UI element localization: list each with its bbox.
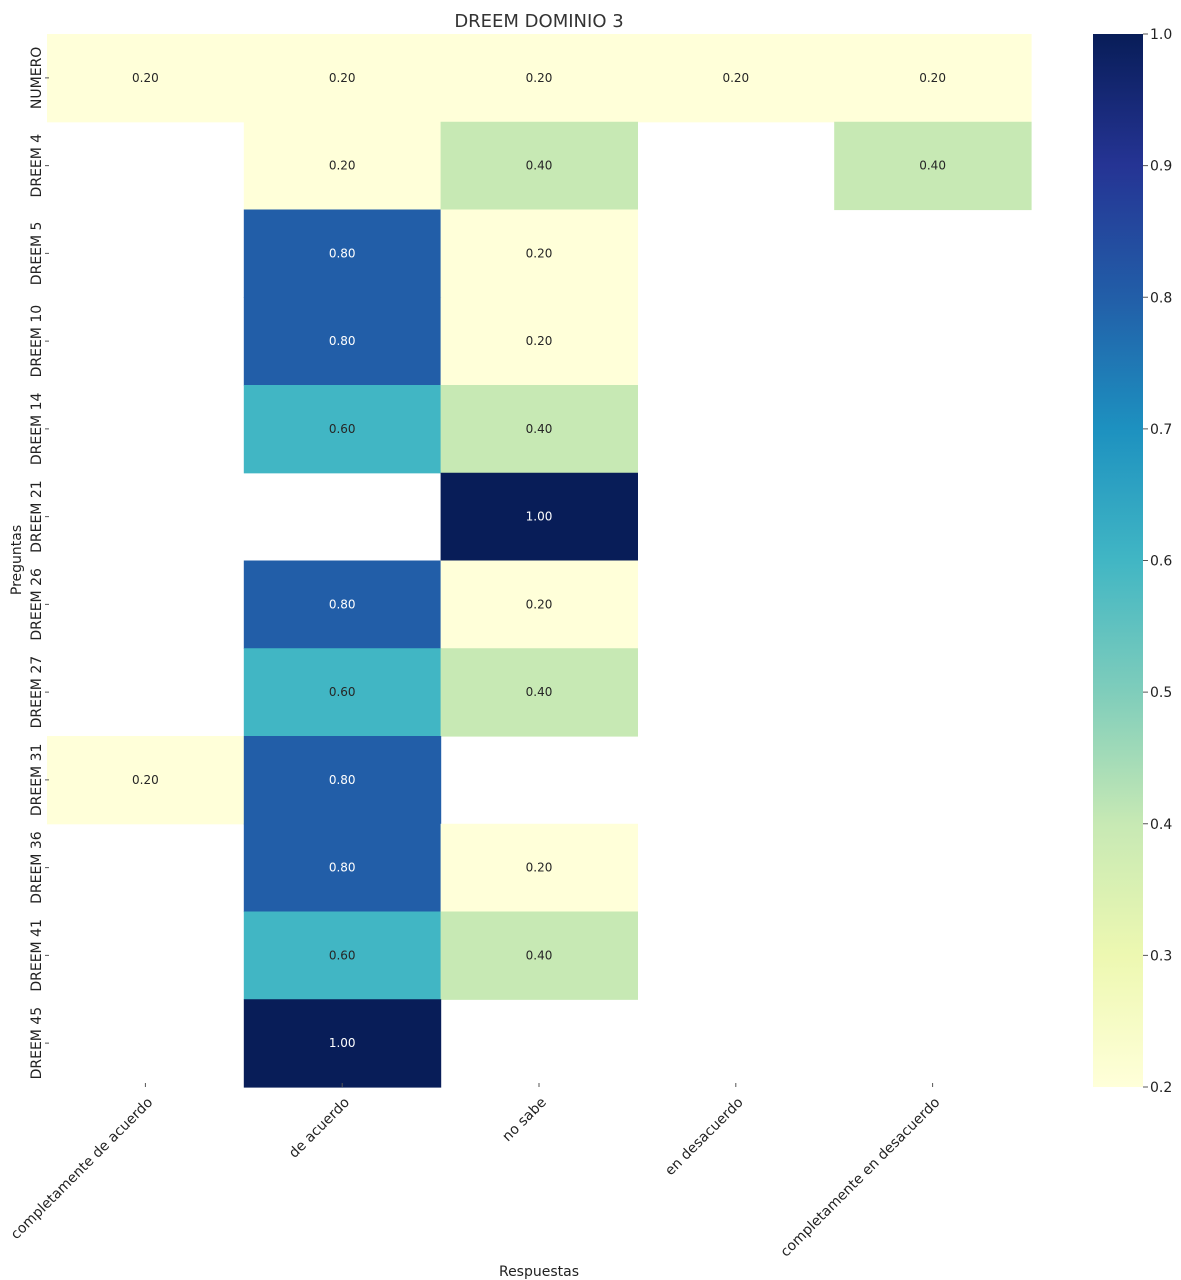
cell-value-label: 0.60 xyxy=(329,948,356,962)
cell-value-label: 0.40 xyxy=(919,159,946,173)
cell-value-label: 0.20 xyxy=(329,159,356,173)
cell-value-label: 0.20 xyxy=(919,71,946,85)
colorbar xyxy=(1093,34,1143,1087)
cell-value-label: 0.80 xyxy=(329,861,356,875)
cell-value-label: 0.20 xyxy=(722,71,749,85)
y-tick-label: DREEM 14 xyxy=(29,393,45,466)
cell-value-label: 0.20 xyxy=(526,246,553,260)
y-tick-label: DREEM 36 xyxy=(29,831,45,904)
colorbar-ticks: 0.2 0.3 0.4 0.5 0.6 0.7 0.8 0.9 1.0 xyxy=(1143,27,1172,1096)
heatmap-cell xyxy=(243,121,442,211)
heatmap-cell xyxy=(440,648,638,737)
heatmap-cell xyxy=(637,34,835,123)
x-tick-labels: completamente de acuerdo de acuerdo no sab… xyxy=(8,1083,943,1260)
colorbar-tick-label: 0.4 xyxy=(1150,817,1172,833)
heatmap-cell xyxy=(243,297,442,386)
cell-value-label: 0.20 xyxy=(526,334,553,348)
heatmap-cell xyxy=(834,121,1032,211)
cell-value-label: 0.20 xyxy=(526,861,553,875)
colorbar-tick-label: 0.5 xyxy=(1150,685,1172,701)
y-tick-label: DREEM 26 xyxy=(29,568,45,641)
cell-value-label: 0.40 xyxy=(526,948,553,962)
y-tick-label: DREEM 4 xyxy=(29,134,45,198)
x-tick-label: de acuerdo xyxy=(286,1095,353,1162)
heatmap-cell xyxy=(243,999,442,1088)
colorbar-tick-label: 0.2 xyxy=(1150,1080,1172,1096)
y-tick-label: DREEM 5 xyxy=(29,222,45,286)
heatmap-cell xyxy=(440,121,638,211)
heatmap-cell xyxy=(47,736,245,825)
y-tick-label: DREEM 27 xyxy=(29,656,45,729)
y-tick-labels: NUMERO DREEM 4 DREEM 5 DREEM 10 DREEM 14 DREE… xyxy=(29,47,49,1080)
heatmap-cell xyxy=(440,385,638,474)
cell-value-label: 0.40 xyxy=(526,422,553,436)
y-tick-label: DREEM 21 xyxy=(29,480,45,553)
y-tick-label: DREEM 31 xyxy=(29,744,45,817)
y-axis-label: Preguntas xyxy=(9,525,25,595)
x-tick-label: en desacuerdo xyxy=(662,1095,746,1179)
cell-value-label: 0.20 xyxy=(329,71,356,85)
colorbar-tick-label: 0.8 xyxy=(1150,290,1172,306)
heatmap-cell xyxy=(243,911,442,1000)
heatmap-cell xyxy=(440,472,638,562)
cell-value-label: 1.00 xyxy=(329,1036,356,1050)
x-tick-label: no sabe xyxy=(499,1095,549,1145)
y-tick-label: DREEM 10 xyxy=(29,305,45,378)
heatmap-cell xyxy=(834,34,1032,123)
cell-value-label: 0.80 xyxy=(329,597,356,611)
cell-value-label: 0.40 xyxy=(526,159,553,173)
cell-value-label: 0.20 xyxy=(132,71,159,85)
heatmap-cell xyxy=(440,297,638,386)
heatmap-cells: 0.20 0.20 0.20 0.20 0.20 0.20 0.40 0.40 0.80 0.20… xyxy=(47,34,1032,1088)
colorbar-tick-label: 0.9 xyxy=(1150,159,1172,175)
heatmap-cell xyxy=(243,823,442,913)
cell-value-label: 0.60 xyxy=(329,422,356,436)
cell-value-label: 0.20 xyxy=(132,773,159,787)
y-tick-label: NUMERO xyxy=(29,47,45,109)
colorbar-tick-label: 0.6 xyxy=(1150,554,1172,570)
heatmap-cell xyxy=(243,648,442,737)
cell-value-label: 0.40 xyxy=(526,685,553,699)
cell-value-label: 1.00 xyxy=(526,510,553,524)
heatmap-cell xyxy=(440,823,638,913)
heatmap-cell xyxy=(47,34,245,123)
y-tick-label: DREEM 45 xyxy=(29,1007,45,1080)
x-tick-label: completamente en desacuerdo xyxy=(778,1095,944,1261)
cell-value-label: 0.80 xyxy=(329,773,356,787)
cell-value-label: 0.20 xyxy=(526,71,553,85)
cell-value-label: 0.80 xyxy=(329,246,356,260)
heatmap-cell xyxy=(440,209,638,298)
heatmap-cell xyxy=(243,385,442,474)
heatmap-cell xyxy=(440,560,638,649)
heatmap-cell xyxy=(243,34,442,123)
chart-title: DREEM DOMINIO 3 xyxy=(454,11,623,32)
heatmap-cell xyxy=(440,911,638,1000)
heatmap-cell xyxy=(243,560,442,649)
x-axis-label: Respuestas xyxy=(499,1264,579,1280)
y-tick-label: DREEM 41 xyxy=(29,919,45,992)
cell-value-label: 0.80 xyxy=(329,334,356,348)
heatmap-cell xyxy=(243,209,442,298)
heatmap-cell xyxy=(243,736,442,825)
colorbar-tick-label: 0.3 xyxy=(1150,948,1172,964)
colorbar-tick-label: 0.7 xyxy=(1150,422,1172,438)
cell-value-label: 0.60 xyxy=(329,685,356,699)
colorbar-tick-label: 1.0 xyxy=(1150,27,1172,43)
cell-value-label: 0.20 xyxy=(526,597,553,611)
x-tick-label: completamente de acuerdo xyxy=(8,1095,156,1243)
heatmap-cell xyxy=(440,34,638,123)
